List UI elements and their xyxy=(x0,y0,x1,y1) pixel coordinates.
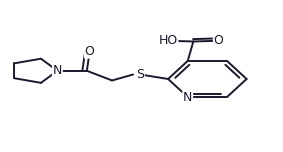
Text: S: S xyxy=(136,68,144,81)
Text: HO: HO xyxy=(158,34,178,47)
Text: N: N xyxy=(183,91,192,104)
Text: O: O xyxy=(85,45,95,58)
Text: O: O xyxy=(214,34,224,47)
Text: N: N xyxy=(53,64,62,77)
